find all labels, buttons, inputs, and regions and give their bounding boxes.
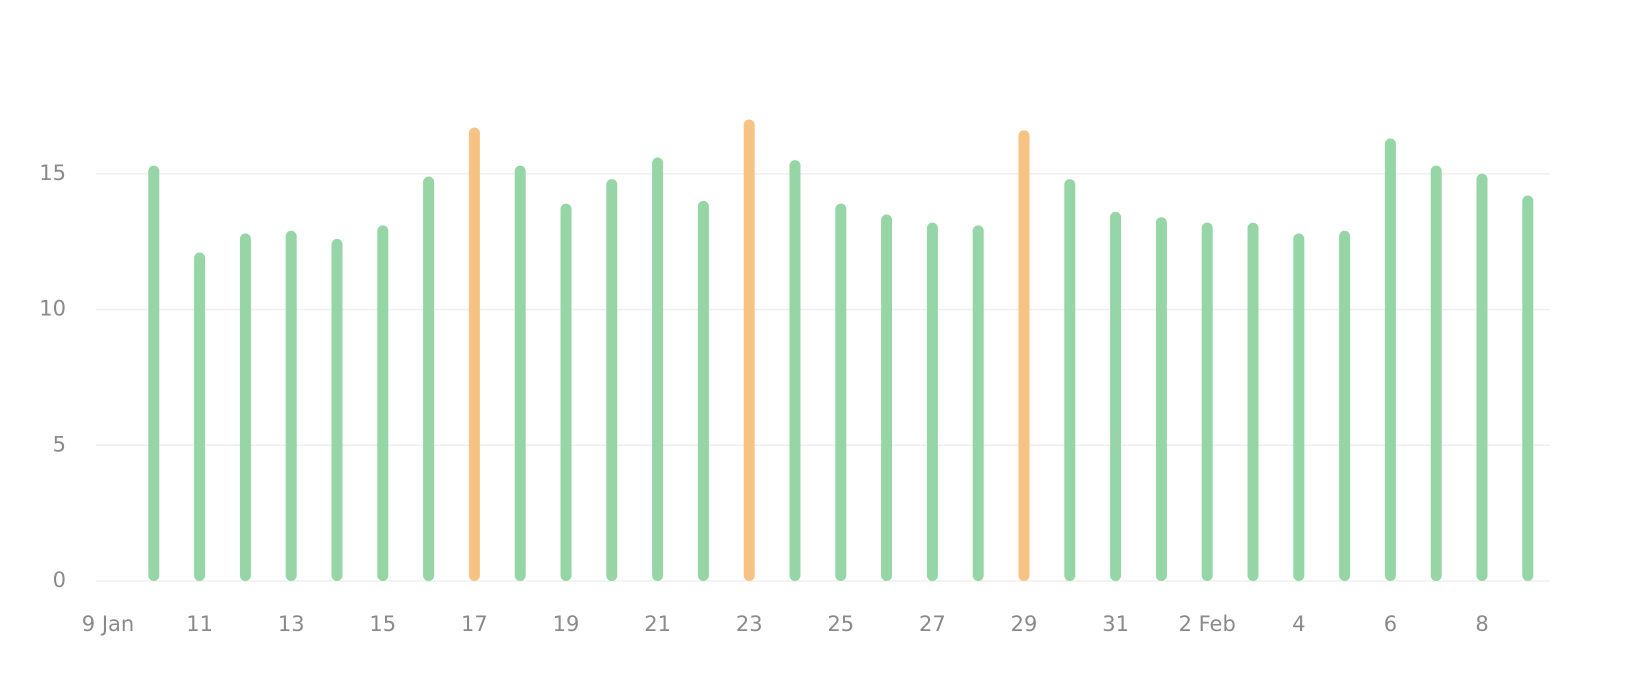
- bar: [1430, 165, 1442, 582]
- bar: [331, 238, 343, 581]
- x-tick-label: 17: [461, 612, 488, 636]
- x-tick-label: 23: [736, 612, 763, 636]
- bar: [1522, 195, 1534, 581]
- x-tick-label: 4: [1292, 612, 1305, 636]
- bar: [194, 252, 206, 582]
- y-tick-label: 10: [39, 297, 66, 321]
- x-tick-label: 21: [644, 612, 671, 636]
- bar: [1384, 138, 1396, 581]
- x-tick-label: 15: [369, 612, 396, 636]
- bar: [1110, 211, 1122, 581]
- bar: [1155, 217, 1167, 581]
- x-tick-label: 29: [1011, 612, 1038, 636]
- bar: [1476, 173, 1488, 581]
- x-tick-label: 27: [919, 612, 946, 636]
- x-tick-label: 11: [186, 612, 213, 636]
- x-tick-label: 8: [1475, 612, 1488, 636]
- bar: [148, 165, 160, 582]
- bar: [1247, 222, 1259, 581]
- bar: [1201, 222, 1213, 581]
- bar: [1064, 179, 1076, 581]
- bar: [560, 203, 572, 582]
- x-tick-label: 31: [1102, 612, 1129, 636]
- x-tick-label: 19: [553, 612, 580, 636]
- x-tick-label: 9 Jan: [82, 612, 134, 636]
- bar: [652, 157, 664, 581]
- bar: [514, 165, 526, 582]
- bar: [835, 203, 847, 582]
- bar: [423, 176, 435, 581]
- bar: [468, 127, 480, 581]
- x-tick-label: 25: [827, 612, 854, 636]
- y-tick-label: 0: [53, 568, 66, 592]
- x-tick-label: 13: [278, 612, 305, 636]
- bar: [697, 200, 709, 581]
- bar: [743, 119, 755, 581]
- bar: [377, 225, 389, 581]
- bar: [285, 230, 297, 581]
- bar: [239, 233, 251, 582]
- bar: [926, 222, 938, 581]
- bar: [972, 225, 984, 581]
- bar: [1018, 130, 1030, 581]
- y-tick-label: 15: [39, 161, 66, 185]
- bar: [881, 214, 893, 581]
- x-tick-label: 6: [1384, 612, 1397, 636]
- bar: [606, 179, 618, 581]
- bar: [1293, 233, 1305, 582]
- bar: [789, 160, 801, 582]
- x-tick-label: 2 Feb: [1179, 612, 1236, 636]
- bar: [1339, 230, 1351, 581]
- y-tick-label: 5: [53, 432, 66, 456]
